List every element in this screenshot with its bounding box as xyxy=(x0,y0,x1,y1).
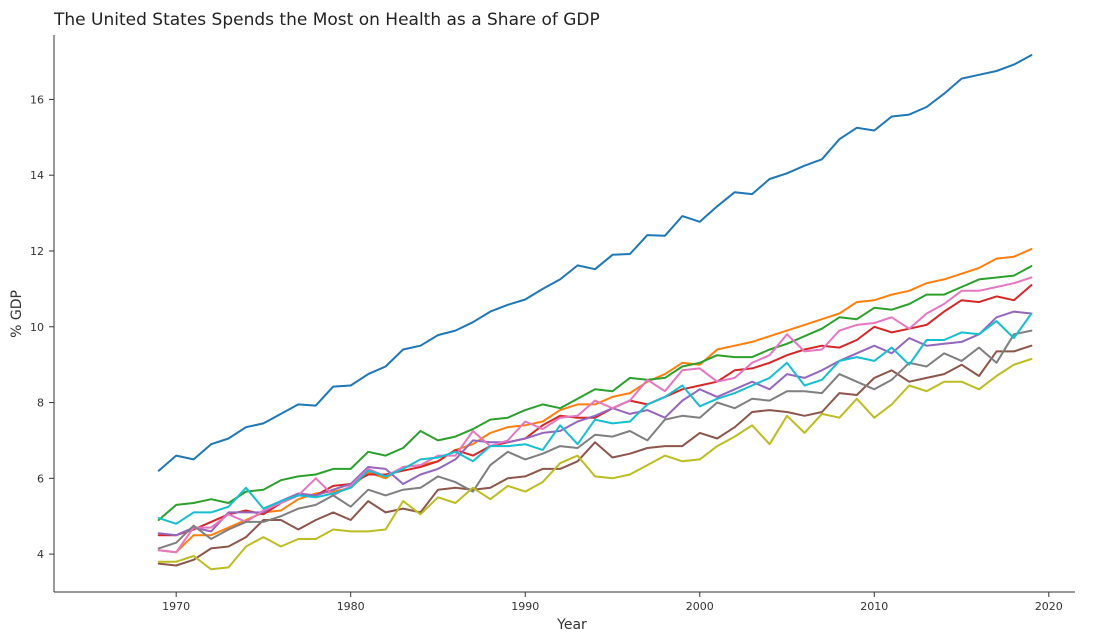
y-tick-label: 16 xyxy=(30,93,44,106)
y-tick-label: 8 xyxy=(37,397,44,410)
y-tick-label: 12 xyxy=(30,245,44,258)
chart-title: The United States Spends the Most on Hea… xyxy=(53,10,600,30)
x-tick-label: 2020 xyxy=(1035,600,1063,613)
series-line-1 xyxy=(157,54,1033,472)
x-tick-label: 1980 xyxy=(337,600,365,613)
y-axis-label: % GDP xyxy=(9,290,25,338)
y-tick-label: 6 xyxy=(37,472,44,485)
series-line-5 xyxy=(157,310,1033,537)
series-line-8 xyxy=(157,329,1033,550)
x-tick-label: 2010 xyxy=(860,600,888,613)
x-tick-label: 2000 xyxy=(686,600,714,613)
y-tick-label: 4 xyxy=(37,548,44,561)
series-line-10 xyxy=(157,312,1033,525)
y-tick-label: 14 xyxy=(30,169,44,182)
series-line-7 xyxy=(157,276,1033,554)
plot-lines xyxy=(157,54,1033,571)
x-axis-ticks: 1970 1980 1990 2000 2010 2020 xyxy=(162,592,1063,613)
x-tick-label: 1990 xyxy=(511,600,539,613)
y-tick-label: 10 xyxy=(30,321,44,334)
x-axis-label: Year xyxy=(556,617,587,633)
x-tick-label: 1970 xyxy=(162,600,190,613)
y-axis-ticks: 4 6 8 10 12 14 16 xyxy=(30,93,54,561)
series-line-2 xyxy=(157,248,1033,554)
series-line-6 xyxy=(157,344,1033,567)
series-line-3 xyxy=(157,265,1033,521)
series-line-9 xyxy=(157,358,1033,571)
